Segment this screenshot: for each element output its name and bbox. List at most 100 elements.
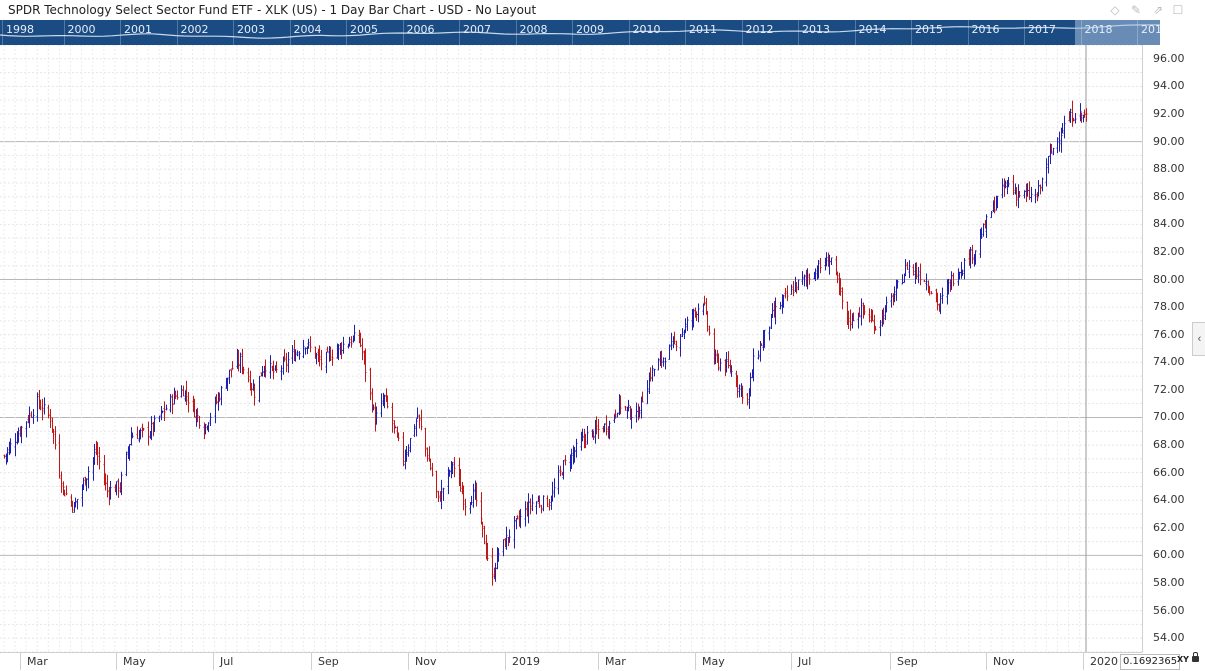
ohlc-bar: [1083, 109, 1086, 118]
ohlc-bar: [9, 438, 12, 454]
side-panel-toggle[interactable]: ‹: [1192, 322, 1205, 356]
ohlc-bar: [1061, 123, 1064, 134]
navigator-year-divider: [1024, 20, 1025, 45]
ohlc-bar: [849, 309, 852, 331]
ohlc-bar: [291, 344, 294, 364]
ohlc-bar: [32, 409, 35, 424]
ohlc-bar: [885, 296, 888, 313]
navigator-year-divider: [628, 20, 630, 45]
ohlc-bar: [923, 279, 926, 283]
ohlc-bar: [247, 367, 250, 383]
ohlc-bar: [14, 433, 17, 457]
xy-toggle-button[interactable]: XY: [1177, 655, 1189, 664]
ohlc-bar: [207, 422, 210, 433]
ohlc-bar: [475, 482, 478, 507]
ohlc-bar: [996, 195, 999, 209]
value-readout[interactable]: 0.1692365: [1120, 654, 1180, 670]
price-tick-label: 78.00: [1153, 300, 1185, 314]
ohlc-bar: [483, 525, 486, 545]
ohlc-bar: [1028, 181, 1031, 200]
ohlc-bar: [453, 457, 456, 478]
ohlc-bar: [415, 418, 418, 437]
ohlc-bar: [603, 423, 606, 433]
ohlc-bar: [424, 427, 427, 457]
ohlc-bar: [435, 470, 438, 499]
navigator-year-label: 2004: [293, 23, 322, 36]
ohlc-bar: [448, 469, 451, 477]
ohlc-bar: [727, 351, 730, 369]
ohlc-bar: [497, 548, 500, 562]
price-chart[interactable]: [0, 45, 1142, 652]
ohlc-bar: [627, 399, 630, 412]
ohlc-bar: [890, 293, 893, 308]
ohlc-bar: [52, 428, 55, 444]
ohlc-bar: [675, 340, 678, 352]
ohlc-bar: [616, 412, 619, 418]
ohlc-bar: [939, 292, 942, 315]
navigator-price-line: [0, 24, 1160, 39]
ohlc-bar: [893, 286, 896, 303]
ohlc-bar: [763, 329, 766, 348]
ohlc-bar: [397, 432, 400, 442]
date-tick-label: May: [123, 655, 146, 668]
ohlc-bar: [847, 310, 850, 329]
ohlc-bar: [1018, 191, 1021, 198]
ohlc-bar: [142, 427, 145, 431]
ohlc-bar: [657, 358, 660, 371]
ohlc-bar: [779, 301, 782, 310]
ohlc-bar: [420, 409, 423, 431]
ohlc-bar: [39, 399, 42, 411]
navigator-year-label: 2006: [406, 23, 435, 36]
ohlc-bar: [231, 361, 234, 370]
ohlc-bar: [383, 394, 386, 409]
ohlc-bar: [280, 365, 283, 381]
time-navigator[interactable]: 1998 2000 2001 2002 2003 2004 2005 2006 2007 2008…: [0, 20, 1160, 45]
ohlc-bar: [638, 406, 641, 418]
navigator-year-divider: [2, 20, 3, 45]
ohlc-bar: [340, 342, 343, 360]
ohlc-bar: [947, 278, 950, 295]
ohlc-bar: [670, 332, 673, 351]
diamond-icon[interactable]: ◇: [1110, 3, 1120, 17]
navigator-selection[interactable]: [1075, 20, 1160, 45]
lock-icon[interactable]: [1192, 652, 1199, 662]
ohlc-bar: [416, 407, 419, 419]
ohlc-bar: [952, 272, 955, 287]
ohlc-bar: [136, 426, 139, 440]
close-icon[interactable]: ☐: [1172, 3, 1184, 17]
price-tick-label: 58.00: [1153, 576, 1185, 590]
ohlc-bar: [686, 316, 689, 331]
ohlc-bar: [1080, 112, 1083, 123]
ohlc-bar: [1036, 192, 1039, 202]
ohlc-bar: [393, 420, 396, 434]
ohlc-bar: [315, 352, 318, 365]
ohlc-bar: [614, 409, 617, 419]
ohlc-bar: [524, 501, 527, 527]
ohlc-bar: [353, 324, 356, 342]
chevron-left-icon: ‹: [1197, 333, 1202, 345]
date-tick-separator: [311, 652, 312, 670]
ohlc-bar: [692, 308, 695, 328]
ohlc-bar: [158, 415, 161, 422]
ohlc-bar: [868, 308, 871, 323]
ohlc-bar: [538, 495, 541, 508]
price-tick-label: 56.00: [1153, 603, 1185, 617]
ohlc-bar: [595, 416, 598, 435]
date-axis[interactable]: [0, 652, 1142, 671]
ohlc-bar: [153, 415, 156, 432]
ohlc-bar: [49, 409, 52, 429]
ohlc-bar: [109, 481, 112, 500]
ohlc-bar: [250, 382, 253, 396]
navigator-year-label: 2015: [915, 23, 943, 36]
date-tick-label: Sep: [318, 655, 339, 668]
date-tick-label: Sep: [897, 655, 918, 668]
ohlc-bar: [85, 478, 88, 492]
ohlc-bar: [187, 391, 190, 413]
ohlc-bar: [825, 252, 828, 267]
ohlc-bar: [302, 339, 305, 359]
maximize-icon[interactable]: ⇗: [1152, 3, 1164, 17]
ohlc-bar: [364, 348, 367, 382]
window-title: SPDR Technology Select Sector Fund ETF -…: [8, 3, 537, 17]
ohlc-bar: [784, 288, 787, 299]
pin-icon[interactable]: ✎: [1130, 3, 1142, 17]
